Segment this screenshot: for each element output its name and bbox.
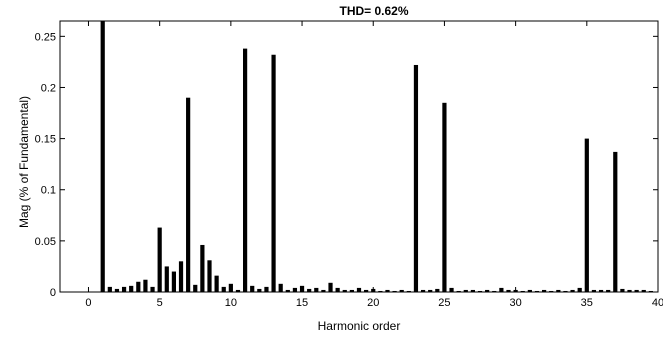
y-axis-title: Mag (% of Fundamental)	[17, 96, 31, 228]
bar-harmonic-18.5	[349, 289, 354, 292]
bar-harmonic-32	[542, 289, 547, 292]
bar-harmonic-32.5	[549, 290, 554, 292]
bar-harmonic-23	[413, 64, 419, 292]
bar-harmonic-7.5	[193, 284, 198, 292]
bar-harmonic-9	[214, 275, 219, 292]
bar-harmonic-16	[314, 287, 319, 292]
bar-harmonic-29.5	[506, 289, 511, 292]
bar-harmonic-36	[598, 289, 604, 292]
bar-harmonic-7	[186, 97, 191, 292]
bar-harmonic-38	[627, 289, 632, 292]
bar-harmonic-10.5	[235, 289, 241, 292]
bar-harmonic-21.5	[392, 290, 397, 292]
bar-harmonic-31.5	[534, 290, 540, 292]
bar-harmonic-26	[456, 290, 461, 292]
bar-harmonic-25	[442, 102, 447, 292]
bar-harmonic-8	[200, 244, 205, 292]
x-tick-label-20: 20	[367, 297, 379, 309]
bar-harmonic-17.5	[335, 287, 340, 292]
bar-harmonic-27	[470, 289, 475, 292]
x-axis-ticks: 0 5 10 15 20 25 30 35 40	[85, 21, 663, 309]
bar-harmonic-31	[527, 289, 532, 292]
y-tick-label-5: 0.25	[35, 31, 56, 43]
bar-harmonic-18	[342, 289, 347, 292]
bar-harmonic-8.5	[207, 260, 212, 292]
y-tick-label-1: 0.05	[35, 236, 56, 248]
y-tick-label-2: 0.1	[41, 185, 56, 197]
bar-harmonic-4	[143, 279, 148, 292]
bar-harmonic-14.5	[292, 287, 298, 292]
x-tick-label-35: 35	[581, 297, 593, 309]
bar-harmonic-38.5	[634, 289, 639, 292]
bar-harmonic-2.5	[121, 286, 127, 292]
x-axis-title: Harmonic order	[318, 319, 401, 333]
bar-harmonic-2	[114, 288, 120, 292]
bar-harmonic-25.5	[449, 287, 454, 292]
bar-harmonic-22.5	[406, 290, 411, 292]
bar-harmonic-15.5	[307, 288, 312, 292]
bar-harmonic-39.5	[648, 290, 653, 292]
bar-harmonic-12.5	[264, 286, 269, 292]
bar-harmonic-3	[129, 285, 134, 292]
bar-harmonic-20.5	[378, 290, 383, 292]
bar-harmonic-37	[613, 151, 618, 292]
bar-harmonic-27.5	[477, 290, 483, 292]
bar-harmonic-11.5	[250, 285, 255, 292]
x-tick-label-5: 5	[157, 297, 163, 309]
bar-harmonic-26.5	[463, 289, 468, 292]
x-tick-label-40: 40	[652, 297, 663, 309]
y-tick-label-0: 0	[50, 287, 56, 299]
x-tick-label-25: 25	[438, 297, 450, 309]
y-tick-label-4: 0.2	[41, 82, 56, 94]
plot-area-frame	[59, 20, 659, 293]
bar-harmonic-21	[385, 289, 390, 292]
bar-harmonic-28	[485, 289, 490, 292]
bars-layer	[100, 21, 653, 292]
bar-harmonic-24.5	[435, 288, 440, 292]
bar-harmonic-11	[243, 48, 248, 292]
bar-harmonic-13	[271, 54, 276, 292]
bar-harmonic-5.5	[164, 266, 169, 292]
x-tick-label-10: 10	[225, 297, 237, 309]
bar-harmonic-13.5	[278, 283, 283, 292]
bar-harmonic-1	[100, 21, 105, 292]
bar-harmonic-33	[556, 289, 561, 292]
x-tick-label-15: 15	[296, 297, 308, 309]
bar-harmonic-14	[285, 289, 290, 292]
bar-harmonic-39	[641, 289, 646, 292]
bar-harmonic-23.5	[420, 289, 426, 292]
x-tick-label-30: 30	[509, 297, 521, 309]
bar-harmonic-28.5	[492, 290, 497, 292]
bar-harmonic-12	[257, 288, 262, 292]
chart-title: THD= 0.62%	[339, 4, 408, 18]
bar-harmonic-35	[584, 138, 589, 292]
bar-harmonic-29	[499, 287, 504, 292]
y-tick-label-3: 0.15	[35, 134, 56, 146]
bar-harmonic-4.5	[150, 286, 155, 292]
bar-harmonic-5	[157, 227, 162, 292]
bar-harmonic-22	[399, 289, 404, 292]
bar-harmonic-24	[428, 289, 433, 292]
bar-harmonic-6.5	[178, 261, 184, 292]
y-axis-ticks: 0 0.05 0.1 0.15 0.2 0.25	[35, 31, 658, 299]
bar-harmonic-1.5	[107, 286, 112, 292]
bar-harmonic-19	[356, 287, 362, 292]
bar-harmonic-34	[570, 289, 575, 292]
bar-harmonic-33.5	[563, 290, 568, 292]
bar-harmonic-34.5	[577, 287, 582, 292]
bar-harmonic-30.5	[520, 290, 525, 292]
bar-harmonic-6	[171, 271, 176, 292]
bar-harmonic-9.5	[221, 286, 226, 292]
bar-harmonic-19.5	[364, 289, 369, 292]
x-tick-label-0: 0	[85, 297, 91, 309]
bar-harmonic-37.5	[620, 288, 625, 292]
bar-harmonic-16.5	[321, 289, 326, 292]
bar-harmonic-3.5	[136, 281, 141, 292]
bar-harmonic-17	[328, 282, 333, 292]
bar-harmonic-35.5	[591, 289, 597, 292]
bar-harmonic-36.5	[606, 289, 611, 292]
